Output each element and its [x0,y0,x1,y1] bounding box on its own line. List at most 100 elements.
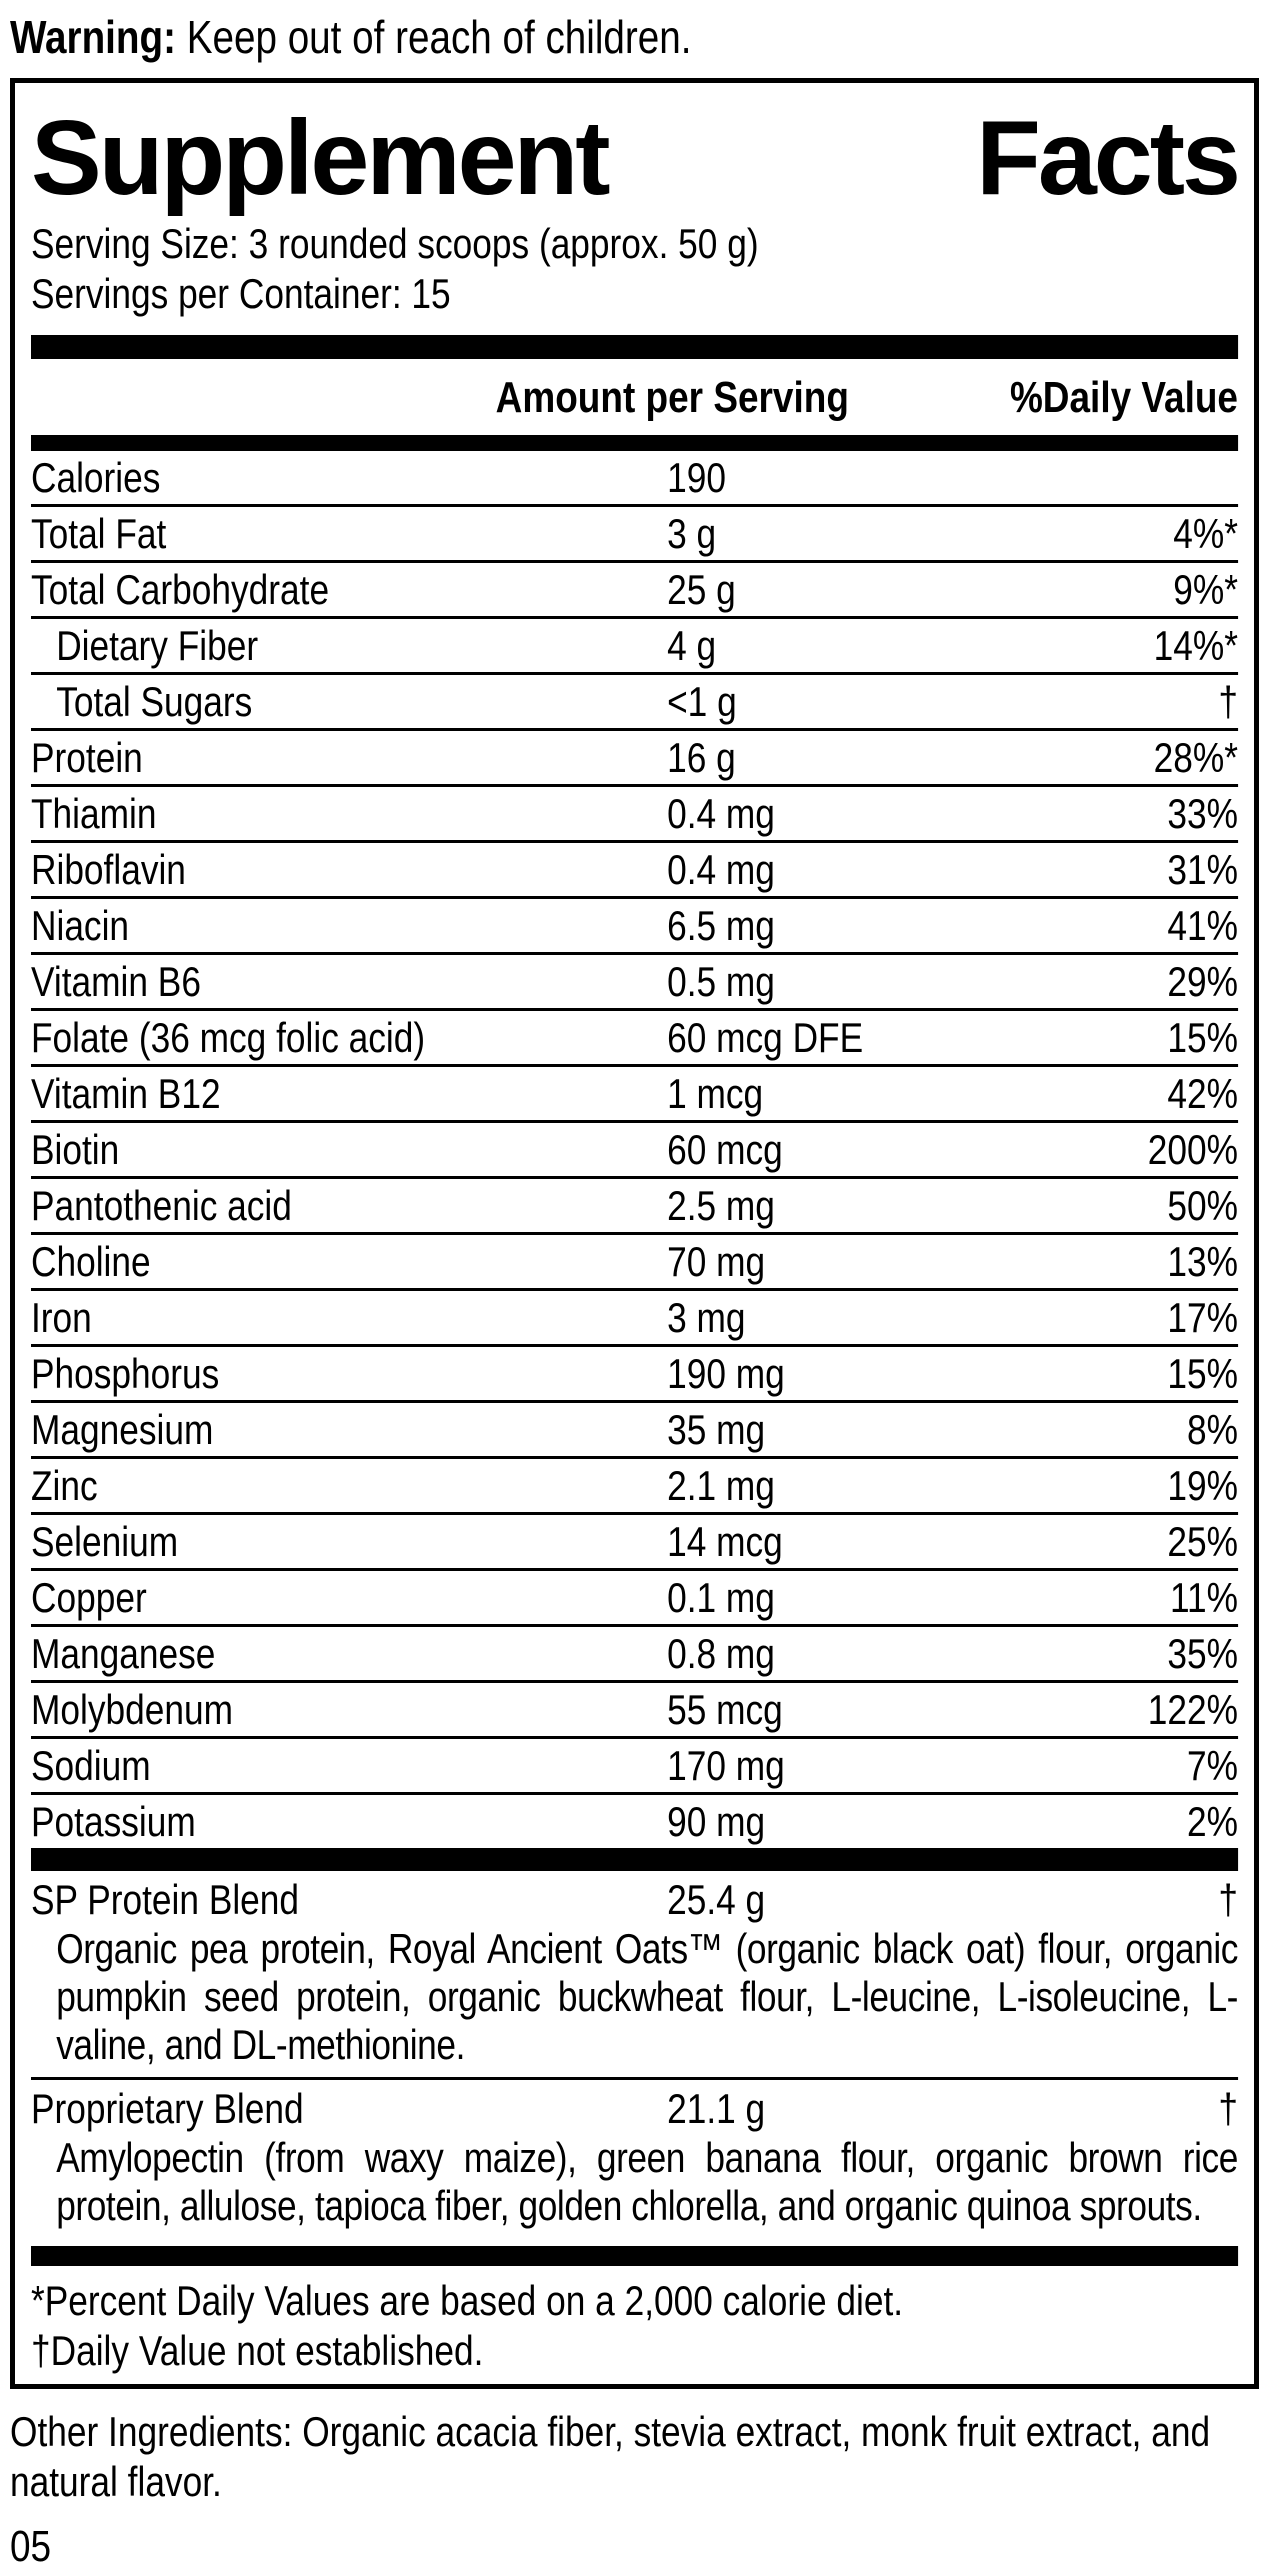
nutrient-dv: 4%* [1173,510,1238,557]
nutrient-name: Phosphorus [31,1350,220,1397]
nutrient-amount: 3 g [667,510,717,557]
column-header-daily-value: %Daily Value [1009,373,1238,422]
table-row: Thiamin 0.4 mg 33% [31,787,1238,843]
nutrient-name: Niacin [31,902,130,949]
serving-size: Serving Size: 3 rounded scoops (approx. … [31,220,759,267]
nutrient-dv: 29% [1167,958,1238,1005]
panel-title-word-right: Facts [976,99,1241,217]
nutrient-dv: 31% [1167,846,1238,893]
nutrient-name: Total Fat [31,510,167,557]
nutrient-name: Vitamin B6 [31,958,201,1005]
nutrient-amount: 60 mcg [667,1126,783,1173]
nutrient-amount: 170 mg [667,1742,785,1789]
nutrient-dv: 50% [1167,1182,1238,1229]
nutrient-amount: 90 mg [667,1798,766,1845]
table-row: Vitamin B12 1 mcg 42% [31,1067,1238,1123]
nutrient-dv: 11% [1169,1574,1238,1621]
table-row: SP Protein Blend 25.4 g † [31,1871,1238,1923]
table-row: Proprietary Blend 21.1 g † [31,2080,1238,2132]
panel-title-word-left: Supplement [31,99,611,217]
table-row: Magnesium 35 mg 8% [31,1403,1238,1459]
nutrient-name: Folate (36 mcg folic acid) [31,1014,426,1061]
nutrient-name: Dietary Fiber [56,622,259,669]
nutrient-name: Selenium [31,1518,179,1565]
nutrient-amount: 190 mg [667,1350,785,1397]
table-row: Riboflavin 0.4 mg 31% [31,843,1238,899]
nutrient-amount: 14 mcg [667,1518,783,1565]
nutrient-amount: 60 mcg DFE [667,1014,864,1061]
thin-rule-between-blends [31,2077,1238,2080]
thick-rule-top [31,335,1238,359]
blend-dv: † [1218,1876,1238,1923]
table-row: Pantothenic acid 2.5 mg 50% [31,1179,1238,1235]
table-row: Niacin 6.5 mg 41% [31,899,1238,955]
nutrient-name: Biotin [31,1126,120,1173]
nutrient-dv: 15% [1167,1350,1238,1397]
table-row: Sodium 170 mg 7% [31,1739,1238,1795]
table-row: Dietary Fiber 4 g 14%* [31,619,1238,675]
panel-title: Supplement Facts [31,83,1241,217]
nutrient-dv: 41% [1167,902,1238,949]
blend-ingredients: Amylopectin (from waxy maize), green ban… [56,2134,1238,2229]
footnote-dv-not-established: †Daily Value not established. [31,2327,484,2374]
table-row: Manganese 0.8 mg 35% [31,1627,1238,1683]
nutrient-dv: 42% [1167,1070,1238,1117]
nutrient-amount: 70 mg [667,1238,766,1285]
nutrient-amount: 2.1 mg [667,1462,775,1509]
thick-rule-blends-top [31,1851,1238,1871]
nutrient-name: Potassium [31,1798,196,1845]
nutrient-dv: 28%* [1153,734,1238,781]
table-row: Potassium 90 mg 2% [31,1795,1238,1851]
nutrient-amount: 0.5 mg [667,958,775,1005]
table-row: Iron 3 mg 17% [31,1291,1238,1347]
blend-name: Proprietary Blend [31,2085,304,2132]
nutrient-name: Sodium [31,1742,151,1789]
other-ingredients: Other Ingredients: Organic acacia fiber,… [10,2408,1211,2505]
thick-rule-footnotes-top [31,2246,1238,2266]
footnote-percent-dv: *Percent Daily Values are based on a 2,0… [31,2277,904,2324]
nutrient-dv: 13% [1167,1238,1238,1285]
nutrient-amount: 35 mg [667,1406,766,1453]
column-header-amount: Amount per Serving [495,373,849,422]
warning-body: Keep out of reach of children. [175,11,692,63]
nutrient-name: Pantothenic acid [31,1182,292,1229]
blend-section-proprietary: Proprietary Blend 21.1 g † Amylopectin (… [31,2080,1238,2238]
nutrient-name: Riboflavin [31,846,186,893]
blend-amount: 21.1 g [667,2085,766,2132]
nutrient-name: Choline [31,1238,151,1285]
table-row: Choline 70 mg 13% [31,1235,1238,1291]
table-row: Protein 16 g 28%* [31,731,1238,787]
nutrient-name: Magnesium [31,1406,214,1453]
table-row: Molybdenum 55 mcg 122% [31,1683,1238,1739]
servings-per-container: Servings per Container: 15 [31,270,451,317]
nutrient-name: Protein [31,734,143,781]
nutrient-name: Calories [31,454,161,501]
nutrient-dv: 9%* [1173,566,1238,613]
table-row: Calories 190 [31,451,1238,507]
nutrient-amount: 16 g [667,734,736,781]
nutrient-dv: 8% [1186,1406,1238,1453]
table-row: Total Carbohydrate 25 g 9%* [31,563,1238,619]
column-header-row: Amount per Serving %Daily Value [31,359,1238,435]
blend-ingredients: Organic pea protein, Royal Ancient Oats™… [56,1925,1238,2068]
blend-name: SP Protein Blend [31,1876,300,1923]
nutrient-dv: 7% [1186,1742,1238,1789]
table-row: Total Fat 3 g 4%* [31,507,1238,563]
nutrient-dv: 2% [1186,1798,1238,1845]
nutrient-amount: 3 mg [667,1294,746,1341]
nutrient-dv: † [1218,678,1238,725]
nutrient-amount: 0.4 mg [667,790,775,837]
nutrient-amount: 0.8 mg [667,1630,775,1677]
nutrient-amount: 2.5 mg [667,1182,775,1229]
nutrient-dv: 200% [1147,1126,1238,1173]
warning-text: Warning: Keep out of reach of children. [10,14,1267,60]
table-row: Zinc 2.1 mg 19% [31,1459,1238,1515]
thick-rule-header-bottom [31,435,1238,451]
nutrient-name: Zinc [31,1462,98,1509]
nutrient-amount: 55 mcg [667,1686,783,1733]
nutrient-amount: 1 mcg [667,1070,764,1117]
table-row: Total Sugars <1 g † [31,675,1238,731]
table-row: Copper 0.1 mg 11% [31,1571,1238,1627]
nutrient-name: Total Sugars [56,678,253,725]
nutrient-amount: 190 [667,454,726,501]
